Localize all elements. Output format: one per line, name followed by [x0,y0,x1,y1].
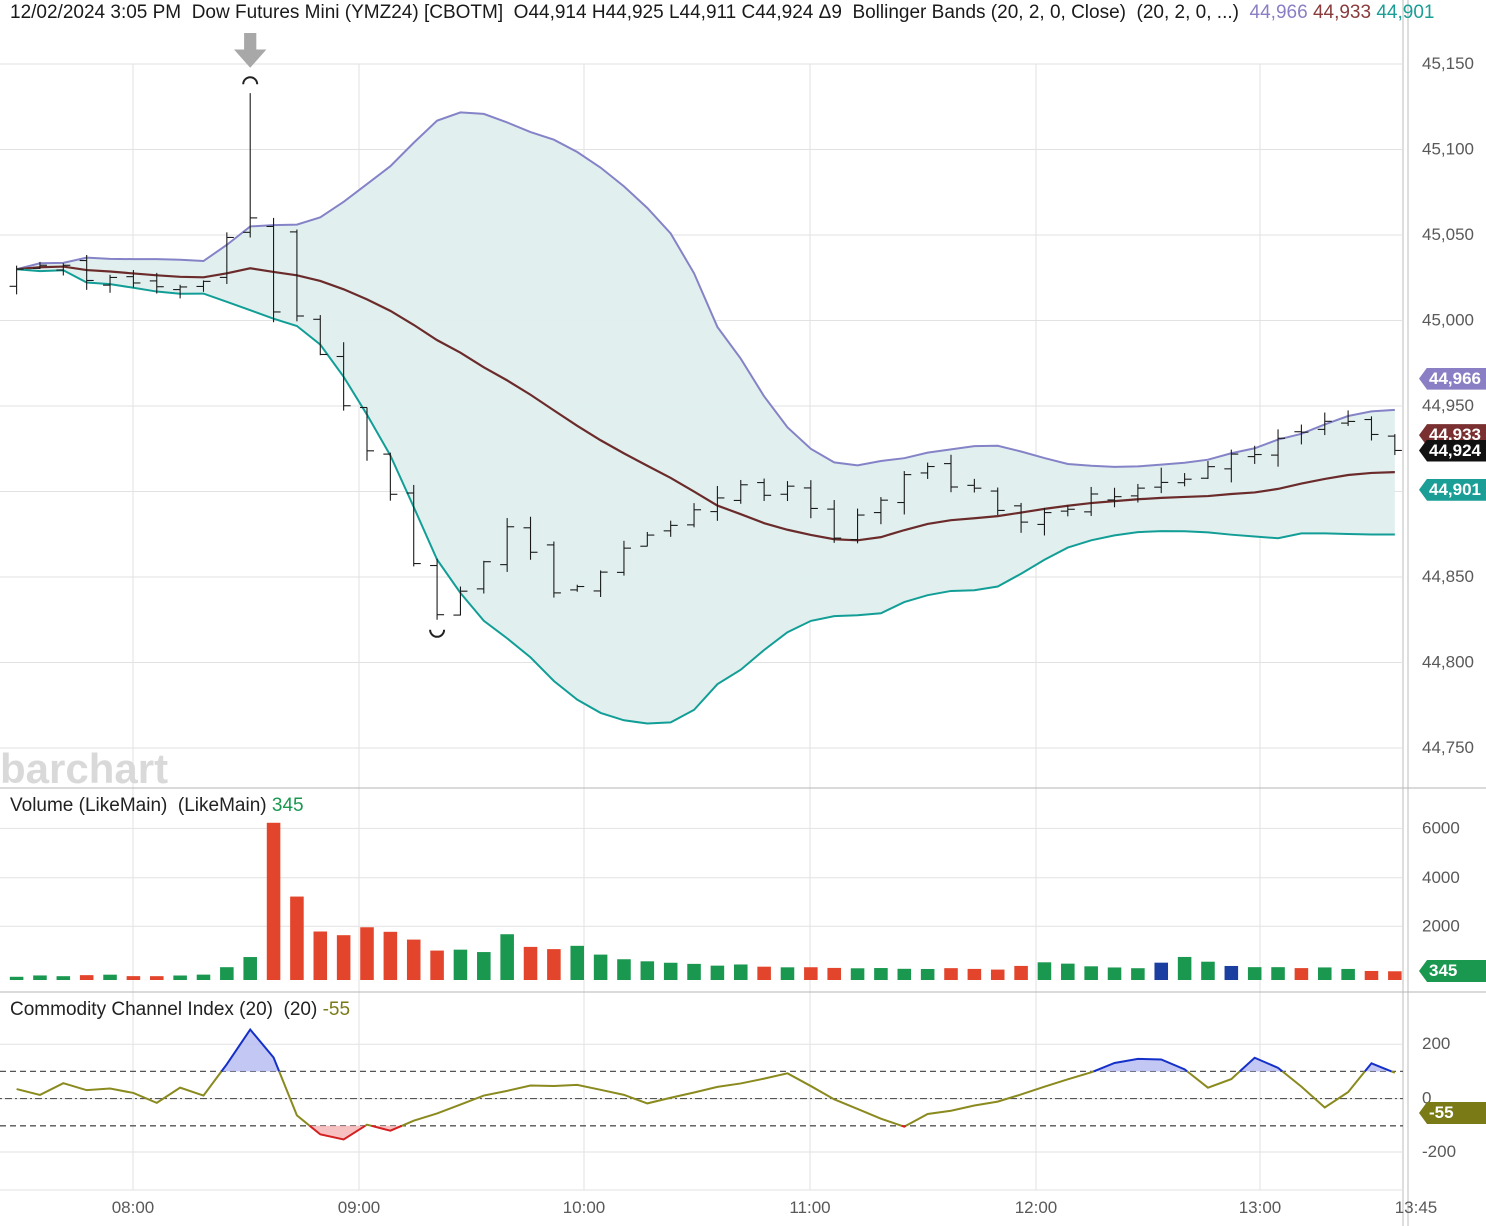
svg-text:45,000: 45,000 [1422,311,1474,330]
svg-text:45,100: 45,100 [1422,140,1474,159]
svg-text:13:45: 13:45 [1395,1198,1438,1217]
svg-text:-200: -200 [1422,1142,1456,1161]
svg-text:45,050: 45,050 [1422,225,1474,244]
svg-text:08:00: 08:00 [112,1198,155,1217]
svg-text:13:00: 13:00 [1239,1198,1282,1217]
svg-text:6000: 6000 [1422,818,1460,837]
svg-text:12:00: 12:00 [1015,1198,1058,1217]
svg-text:2000: 2000 [1422,916,1460,935]
svg-text:4000: 4000 [1422,868,1460,887]
svg-text:200: 200 [1422,1034,1450,1053]
svg-text:45,150: 45,150 [1422,54,1474,73]
svg-text:11:00: 11:00 [789,1198,830,1217]
svg-text:10:00: 10:00 [563,1198,606,1217]
svg-text:09:00: 09:00 [338,1198,381,1217]
svg-text:44,950: 44,950 [1422,396,1474,415]
svg-text:44,750: 44,750 [1422,738,1474,757]
svg-text:44,850: 44,850 [1422,567,1474,586]
svg-text:44,800: 44,800 [1422,653,1474,672]
